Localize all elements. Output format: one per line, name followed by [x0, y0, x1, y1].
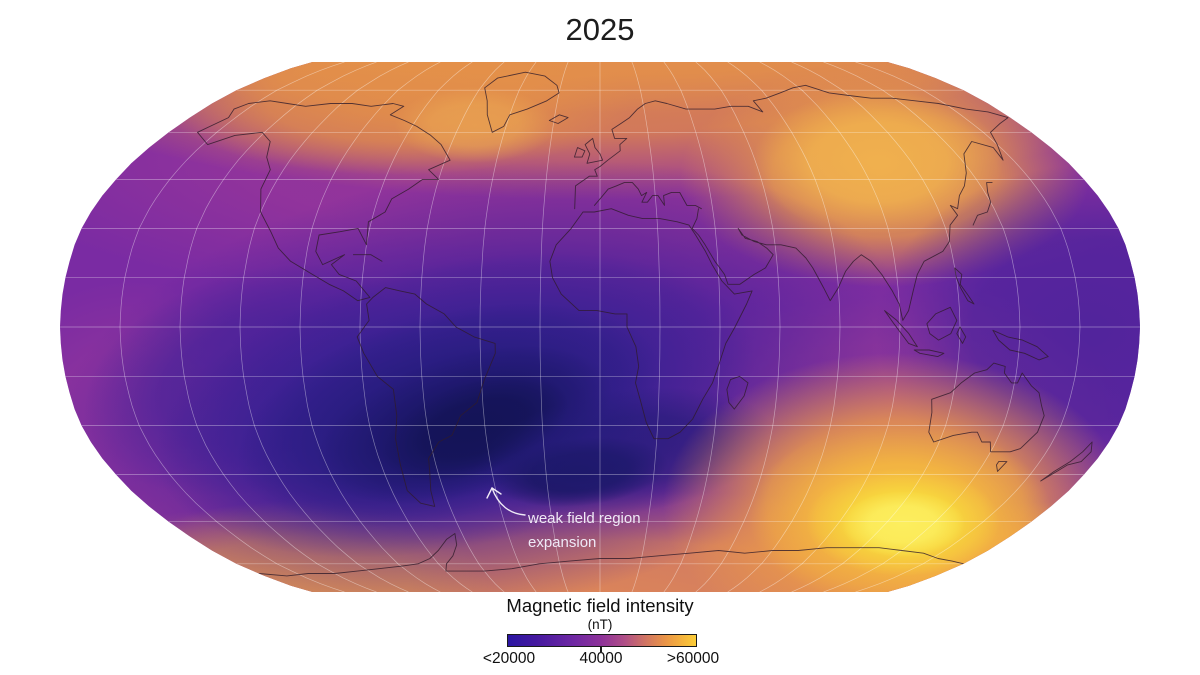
- coastlines: [197, 71, 1093, 577]
- graticule: [60, 62, 1140, 592]
- annotation-line2: expansion: [528, 534, 596, 551]
- figure-title: 2025: [565, 12, 635, 47]
- weak-field-annotation: weak field region expansion: [486, 487, 641, 551]
- annotation-arrowhead: [486, 487, 502, 499]
- annotation-line1: weak field region: [527, 510, 641, 527]
- annotation-arrow: [491, 487, 526, 516]
